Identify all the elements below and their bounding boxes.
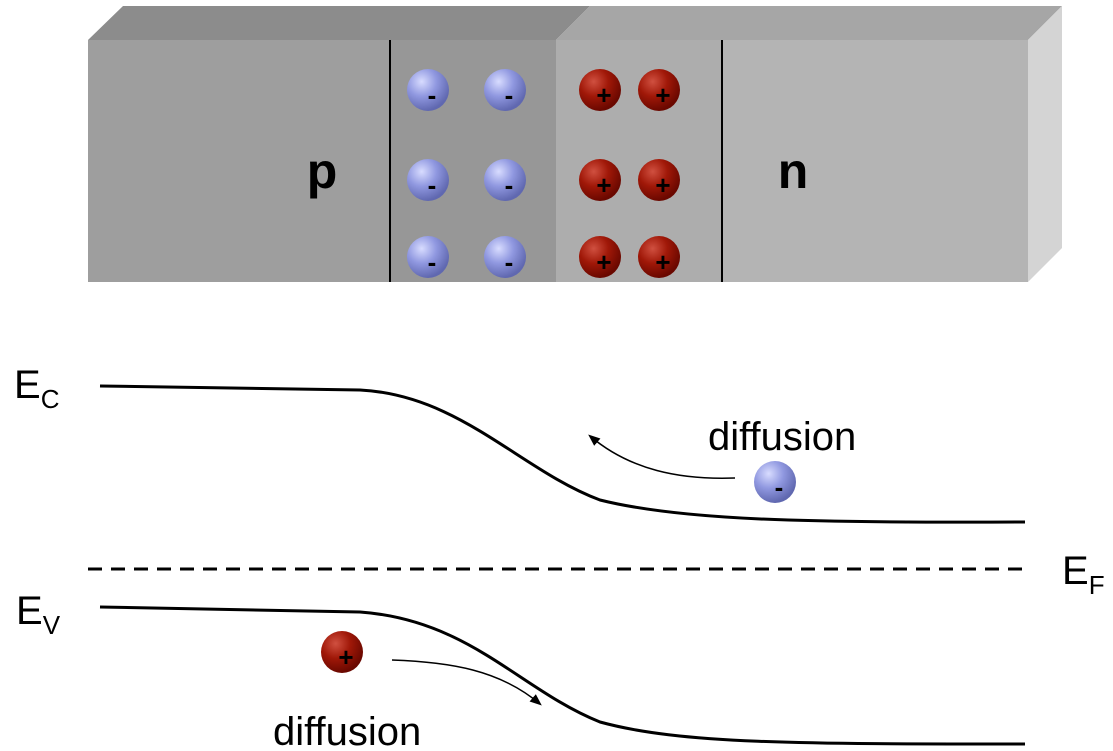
charge-sign: - bbox=[505, 170, 514, 200]
diffusion-label: diffusion bbox=[273, 710, 421, 751]
electron: - bbox=[407, 69, 449, 111]
charge-sign: + bbox=[655, 247, 670, 277]
charge-sign: + bbox=[655, 170, 670, 200]
n-label: n bbox=[778, 143, 809, 199]
electron: - bbox=[484, 236, 526, 278]
hole: + bbox=[638, 69, 680, 111]
charge-sign: + bbox=[655, 80, 670, 110]
charge-sign: - bbox=[505, 80, 514, 110]
semiconductor-block: p n bbox=[88, 6, 1062, 282]
subscript: V bbox=[43, 610, 61, 640]
band-diagram: EC EV EF diffusion diffusion bbox=[14, 363, 1105, 751]
p-region bbox=[88, 40, 390, 282]
charge-sign: + bbox=[338, 642, 353, 672]
subscript: F bbox=[1089, 570, 1105, 600]
electron: - bbox=[484, 69, 526, 111]
ec-label: EC bbox=[14, 363, 59, 414]
conduction-band bbox=[100, 386, 1025, 522]
p-label: p bbox=[307, 143, 338, 199]
hole: + bbox=[638, 236, 680, 278]
symbol: E bbox=[1062, 549, 1089, 593]
charge-sign: - bbox=[428, 247, 437, 277]
charge-sign: - bbox=[505, 247, 514, 277]
hole: + bbox=[579, 236, 621, 278]
n-top-face bbox=[556, 6, 1062, 40]
hole: + bbox=[579, 69, 621, 111]
charge-sign: - bbox=[428, 80, 437, 110]
symbol: E bbox=[16, 589, 43, 633]
pn-junction-diagram: p n --++--++--++-+ EC EV EF diffusion di… bbox=[0, 0, 1113, 751]
charge-sign: - bbox=[428, 170, 437, 200]
ev-label: EV bbox=[16, 589, 61, 640]
diffusion-label: diffusion bbox=[708, 415, 856, 459]
electron: - bbox=[754, 461, 796, 503]
ef-label: EF bbox=[1062, 549, 1105, 600]
hole: + bbox=[579, 159, 621, 201]
right-face bbox=[1028, 6, 1062, 282]
hole: + bbox=[321, 631, 363, 673]
charge-sign: - bbox=[775, 472, 784, 502]
n-region bbox=[722, 40, 1028, 282]
symbol: E bbox=[14, 363, 41, 407]
charge-sign: + bbox=[596, 170, 611, 200]
electron: - bbox=[407, 159, 449, 201]
hole: + bbox=[638, 159, 680, 201]
p-top-face bbox=[88, 6, 590, 40]
electron: - bbox=[407, 236, 449, 278]
n-depletion bbox=[556, 40, 722, 282]
arrow bbox=[392, 660, 540, 704]
electron: - bbox=[484, 159, 526, 201]
charge-sign: + bbox=[596, 247, 611, 277]
subscript: C bbox=[41, 384, 60, 414]
charge-sign: + bbox=[596, 80, 611, 110]
valence-band bbox=[100, 607, 1025, 744]
